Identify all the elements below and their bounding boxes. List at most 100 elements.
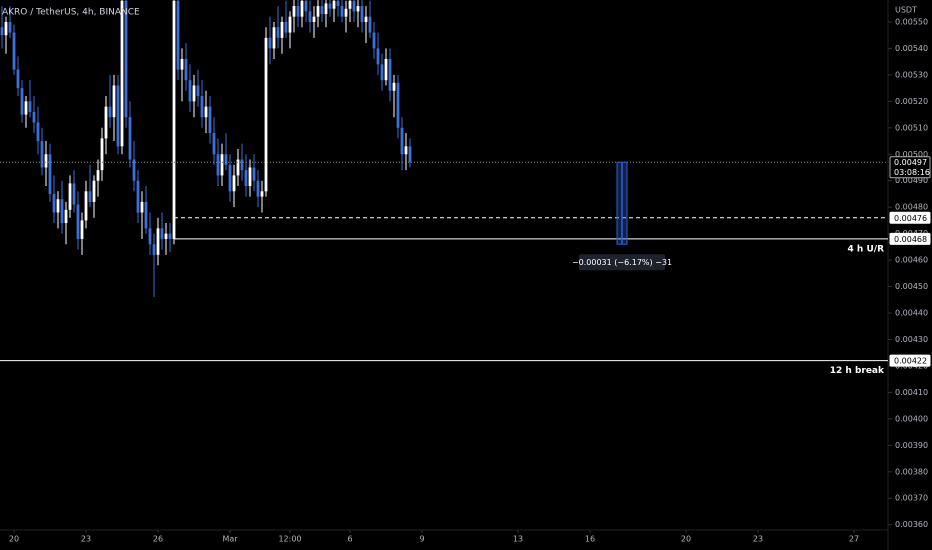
candle-body [108,106,112,118]
line-label: 4 h U/R [848,244,885,254]
candle-body [112,85,116,118]
x-tick-label: Mar [222,535,238,544]
y-tick-label: 0.00490 [895,176,928,185]
candle-body [4,21,8,36]
y-tick-label: 0.00430 [895,335,928,344]
candle-body [376,48,380,65]
candle-body [236,159,240,176]
candle-body [0,27,4,36]
candle-body [240,159,244,171]
candle-body [308,11,312,22]
y-tick-label: 0.00450 [895,282,928,291]
candle-body [288,16,292,33]
candle-body [160,228,164,239]
candle-body [132,159,136,181]
candle-body [84,191,88,221]
candle-body [140,201,144,213]
candle-body [280,21,284,38]
candle-body [12,32,16,70]
candle-body [344,8,348,17]
candle-body [92,180,96,202]
candle-body [104,106,108,139]
candle-body [320,6,324,15]
candle-body [204,106,208,118]
candle-body [360,6,364,22]
x-tick-label: 23 [753,535,763,544]
candle-body [300,0,304,17]
y-tick-label: 0.00520 [895,97,928,106]
candle-body [216,154,220,176]
y-tick-label: 0.00370 [895,494,928,503]
candle-body [176,0,180,70]
candle-body [96,170,100,181]
candle-body [356,6,360,12]
candle-body [152,244,156,255]
candle-body [364,16,368,22]
candle-body [372,32,376,49]
candle-body [228,164,232,192]
candle-body [32,111,36,123]
candle-body [404,146,408,155]
candle-body [164,233,168,239]
y-tick-label: 0.00540 [895,44,928,53]
price-tag-label: 0.00476 [894,214,927,223]
candle-body [128,117,132,160]
price-tag-label: 0.00468 [894,235,927,244]
candle-body [196,85,200,97]
price-tag [889,156,931,179]
x-tick-label: 23 [81,535,91,544]
x-tick-label: 6 [347,535,352,544]
candle-body [304,0,308,12]
candle-body [248,167,252,187]
y-tick-label: 0.00400 [895,414,928,423]
y-tick-label: 0.00480 [895,203,928,212]
candle-body [256,180,260,197]
candle-body [336,0,340,7]
candle-body [212,133,216,155]
x-tick-label: 12:00 [278,535,301,544]
candle-body [332,0,336,9]
price-tag [889,211,931,224]
candle-body [168,233,172,239]
candle-body [44,154,48,168]
candle-body [192,85,196,102]
y-tick-label: 0.00460 [895,256,928,265]
x-tick-label: 16 [585,535,595,544]
candle-body [36,122,40,142]
price-tag [889,232,931,245]
candle-body [156,228,160,255]
candle-body [40,141,44,168]
measure-box [579,254,665,271]
candle-body [16,69,20,89]
candle-body [68,183,72,210]
x-tick-label: 27 [849,535,859,544]
price-tag [889,354,931,367]
x-tick-label: 26 [153,535,163,544]
candle-body [120,0,124,147]
candle-body [384,59,388,81]
candle-body [76,204,80,239]
y-tick-label: 0.00410 [895,388,928,397]
candle-body [100,138,104,171]
candle-body [56,199,60,213]
candle-body [264,37,268,192]
candle-body [268,37,272,49]
y-tick-label: 0.00510 [895,123,928,132]
candle-body [200,96,204,118]
currency: USDT [895,6,917,15]
y-tick-label: 0.00440 [895,309,928,318]
y-tick-label: 0.00530 [895,70,928,79]
candle-body [328,3,332,9]
candle-body [352,0,356,12]
candle-body [148,228,152,245]
candle-body [60,199,64,224]
y-tick-label: 0.00500 [895,150,928,159]
candle-body [232,175,236,192]
candle-body [324,3,328,15]
candle-body [88,191,92,202]
candle-body [64,209,68,224]
candle-body [252,167,256,181]
